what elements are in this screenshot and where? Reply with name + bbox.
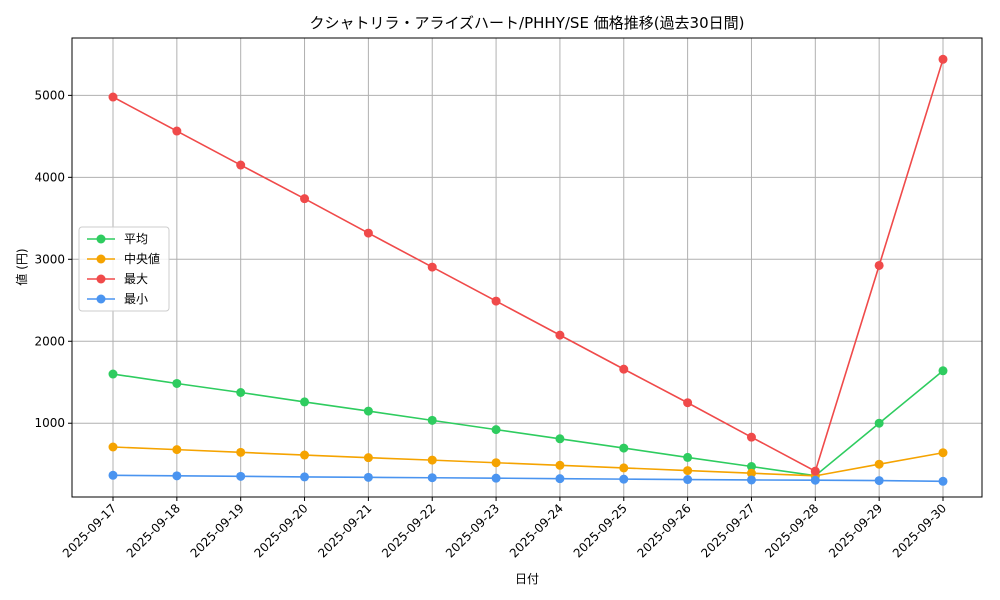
data-point <box>427 455 437 465</box>
data-point <box>172 445 182 455</box>
legend-label: 中央値 <box>124 251 160 266</box>
legend-label: 最大 <box>124 272 148 286</box>
y-tick-label: 5000 <box>34 88 65 102</box>
data-point <box>938 366 948 376</box>
data-point <box>108 369 118 379</box>
legend-box <box>78 226 170 312</box>
x-tick-label: 2025-09-17 <box>60 501 119 560</box>
legend-marker <box>96 254 106 264</box>
data-point <box>236 471 246 481</box>
data-point <box>746 432 756 442</box>
data-point <box>363 472 373 482</box>
legend-label: 最小 <box>124 292 148 306</box>
data-point <box>810 475 820 485</box>
data-point <box>619 463 629 473</box>
data-point <box>874 418 884 428</box>
y-axis-ticks: 1000 2000 3000 4000 5000 <box>34 88 72 430</box>
data-point <box>938 476 948 486</box>
legend-marker <box>96 294 106 304</box>
data-point <box>427 473 437 483</box>
y-tick-label: 4000 <box>34 170 65 184</box>
x-axis-ticks: 2025-09-17 2025-09-18 2025-09-19 2025-09-20… <box>60 497 949 560</box>
data-point <box>236 447 246 457</box>
data-point <box>363 228 373 238</box>
y-tick-label: 2000 <box>34 334 65 348</box>
data-point <box>555 330 565 340</box>
x-tick-label: 2025-09-21 <box>315 501 374 560</box>
data-point <box>746 462 756 472</box>
x-tick-label: 2025-09-30 <box>890 501 949 560</box>
legend-label: 平均 <box>124 232 148 246</box>
data-point <box>683 398 693 408</box>
series-line <box>112 370 944 477</box>
series-line <box>112 59 944 473</box>
data-point <box>683 466 693 476</box>
data-point <box>555 434 565 444</box>
data-point <box>300 397 310 407</box>
data-point <box>108 470 118 480</box>
data-point <box>746 468 756 478</box>
x-tick-label: 2025-09-23 <box>443 501 502 560</box>
x-tick-label: 2025-09-19 <box>188 501 247 560</box>
x-tick-label: 2025-09-29 <box>826 501 885 560</box>
data-point <box>683 452 693 462</box>
data-point <box>491 473 501 483</box>
data-point <box>236 160 246 170</box>
y-axis-label: 値 (円) <box>14 248 29 285</box>
x-tick-label: 2025-09-20 <box>251 501 310 560</box>
data-point <box>938 448 948 458</box>
data-point <box>810 466 820 476</box>
x-tick-label: 2025-09-22 <box>379 501 438 560</box>
x-tick-label: 2025-09-18 <box>124 501 183 560</box>
data-point <box>874 260 884 270</box>
x-tick-label: 2025-09-27 <box>698 501 757 560</box>
data-point <box>427 262 437 272</box>
series-line <box>112 446 944 477</box>
data-point <box>300 194 310 204</box>
data-point <box>172 378 182 388</box>
legend-marker <box>96 274 106 284</box>
data-point <box>108 92 118 102</box>
data-point <box>236 387 246 397</box>
y-tick-label: 3000 <box>34 252 65 266</box>
x-tick-label: 2025-09-24 <box>507 501 566 560</box>
data-point <box>683 475 693 485</box>
data-point <box>172 471 182 481</box>
data-point <box>427 415 437 425</box>
grid <box>72 38 982 497</box>
data-point <box>363 453 373 463</box>
data-point <box>555 460 565 470</box>
data-point <box>746 475 756 485</box>
data-point <box>938 54 948 64</box>
data-point <box>491 296 501 306</box>
x-tick-label: 2025-09-28 <box>762 501 821 560</box>
data-point <box>619 364 629 374</box>
data-point <box>300 472 310 482</box>
data-point <box>491 425 501 435</box>
data-point <box>874 476 884 486</box>
data-point <box>363 406 373 416</box>
series-layer <box>108 54 948 486</box>
data-point <box>108 442 118 452</box>
data-point <box>300 450 310 460</box>
chart-title: クシャトリラ・アライズハート/PHHY/SE 価格推移(過去30日間) <box>310 14 745 32</box>
x-axis-label: 日付 <box>515 572 539 586</box>
series-line <box>112 474 944 483</box>
data-point <box>874 459 884 469</box>
y-tick-label: 1000 <box>34 416 65 430</box>
x-tick-label: 2025-09-26 <box>635 501 694 560</box>
legend-marker <box>96 234 106 244</box>
data-point <box>619 474 629 484</box>
data-point <box>172 126 182 136</box>
plot-frame <box>71 37 983 498</box>
data-point <box>491 458 501 468</box>
data-point <box>619 443 629 453</box>
x-tick-label: 2025-09-25 <box>571 501 630 560</box>
data-point <box>555 474 565 484</box>
